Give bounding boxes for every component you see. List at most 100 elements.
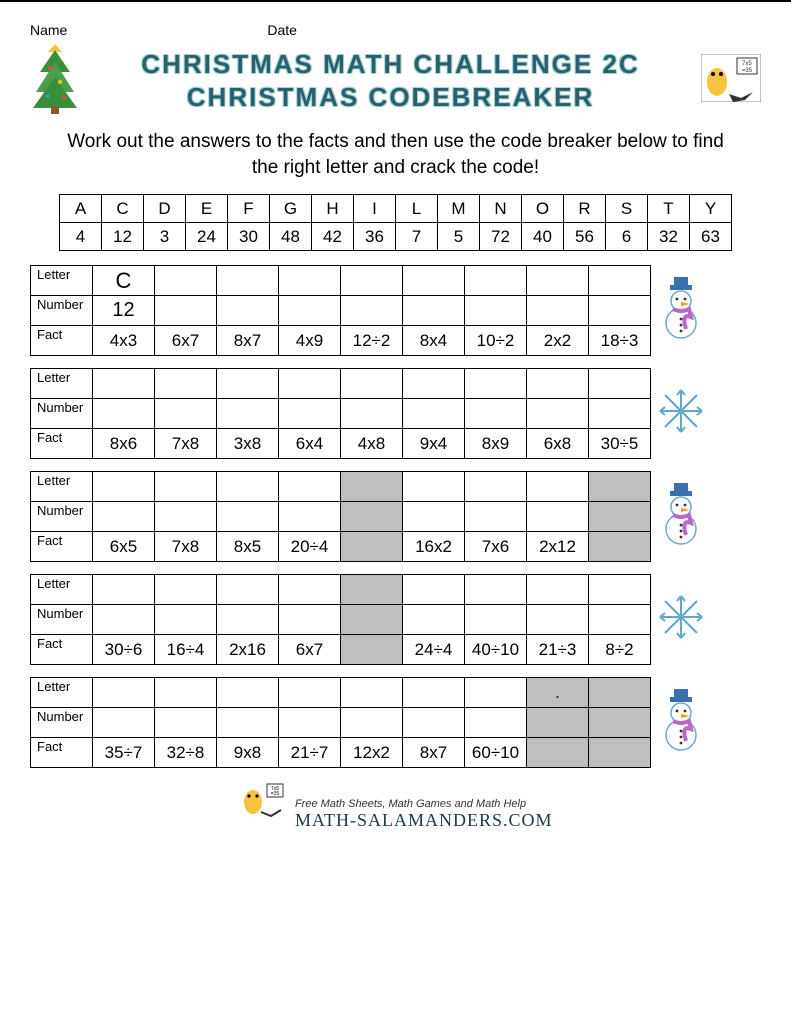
- header-line: Name Date: [30, 22, 761, 38]
- instructions-text: Work out the answers to the facts and th…: [60, 129, 731, 180]
- letter-row-cell: [93, 472, 155, 502]
- row-label: Number: [31, 399, 93, 429]
- code-number-cell: 6: [606, 223, 648, 251]
- code-number-cell: 56: [564, 223, 606, 251]
- row-label: Fact: [31, 635, 93, 665]
- number-row-cell: [279, 605, 341, 635]
- fact-row-cell: 9x4: [403, 429, 465, 459]
- row-label: Fact: [31, 429, 93, 459]
- fact-row-cell: 60÷10: [465, 738, 527, 768]
- number-row-cell: [465, 708, 527, 738]
- code-numbers-row: 412324304842367572405663263: [60, 223, 732, 251]
- snowman-icon: [651, 481, 711, 552]
- snowman-icon: [651, 275, 711, 346]
- letter-row-cell: [527, 369, 589, 399]
- letter-row-cell: [279, 472, 341, 502]
- fact-row-cell: 8x7: [217, 326, 279, 356]
- code-letter-cell: M: [438, 195, 480, 223]
- code-letter-cell: O: [522, 195, 564, 223]
- work-table: Letter.NumberFact35÷732÷89x821÷712x28x76…: [30, 677, 651, 768]
- svg-text:=35: =35: [270, 791, 279, 797]
- letter-row-cell: [403, 266, 465, 296]
- letter-row-cell: [465, 575, 527, 605]
- letter-row-cell: [93, 575, 155, 605]
- letter-row: Letter: [31, 369, 651, 399]
- work-block: LetterNumberFact6x57x88x520÷416x27x62x12: [30, 471, 761, 562]
- code-letter-cell: Y: [690, 195, 732, 223]
- number-row-cell: [589, 296, 651, 326]
- fact-row-cell: 6x4: [279, 429, 341, 459]
- fact-row-cell: [589, 532, 651, 562]
- work-block: LetterCNumber12Fact4x36x78x74x912÷28x410…: [30, 265, 761, 356]
- number-row-cell: [217, 502, 279, 532]
- letter-row-cell: .: [527, 678, 589, 708]
- letter-row-cell: [279, 575, 341, 605]
- letter-row-cell: [155, 472, 217, 502]
- letter-row: Letter: [31, 472, 651, 502]
- number-row-cell: [279, 708, 341, 738]
- letter-row-cell: [527, 472, 589, 502]
- number-row-cell: [279, 502, 341, 532]
- fact-row-cell: 2x2: [527, 326, 589, 356]
- letter-row-cell: C: [93, 266, 155, 296]
- fact-row-cell: 8x9: [465, 429, 527, 459]
- number-row-cell: [341, 605, 403, 635]
- number-row-cell: [403, 399, 465, 429]
- salamander-logo-icon: 7x5 =35: [701, 54, 761, 107]
- number-row-cell: [93, 708, 155, 738]
- code-number-cell: 32: [648, 223, 690, 251]
- letter-row-cell: [403, 575, 465, 605]
- row-label: Number: [31, 708, 93, 738]
- fact-row: Fact6x57x88x520÷416x27x62x12: [31, 532, 651, 562]
- fact-row: Fact8x67x83x86x44x89x48x96x830÷5: [31, 429, 651, 459]
- code-letter-cell: G: [270, 195, 312, 223]
- fact-row-cell: 8x5: [217, 532, 279, 562]
- letter-row-cell: [217, 575, 279, 605]
- worksheet-page: Name Date CHRISTMAS MATH CHALLENGE 2C CH…: [0, 0, 791, 846]
- work-blocks-container: LetterCNumber12Fact4x36x78x74x912÷28x410…: [30, 265, 761, 768]
- letter-row-cell: [93, 369, 155, 399]
- letter-row-cell: [217, 678, 279, 708]
- fact-row-cell: 10÷2: [465, 326, 527, 356]
- number-row-cell: [403, 502, 465, 532]
- code-letter-cell: A: [60, 195, 102, 223]
- code-number-cell: 36: [354, 223, 396, 251]
- letter-row-cell: [465, 678, 527, 708]
- number-row-cell: [589, 708, 651, 738]
- code-letter-cell: S: [606, 195, 648, 223]
- code-number-cell: 4: [60, 223, 102, 251]
- number-row-cell: [155, 399, 217, 429]
- letter-row: Letter.: [31, 678, 651, 708]
- letter-row-cell: [155, 575, 217, 605]
- code-number-cell: 40: [522, 223, 564, 251]
- fact-row-cell: 24÷4: [403, 635, 465, 665]
- fact-row-cell: 3x8: [217, 429, 279, 459]
- fact-row-cell: 40÷10: [465, 635, 527, 665]
- number-row-cell: [217, 399, 279, 429]
- snowman-icon: [651, 687, 711, 758]
- code-letter-cell: I: [354, 195, 396, 223]
- number-row-cell: [93, 605, 155, 635]
- number-row-cell: 12: [93, 296, 155, 326]
- fact-row-cell: [527, 738, 589, 768]
- code-letter-cell: N: [480, 195, 522, 223]
- number-row-cell: [217, 296, 279, 326]
- fact-row-cell: 6x7: [155, 326, 217, 356]
- letter-row-cell: [217, 369, 279, 399]
- snowflake-icon: [651, 386, 711, 441]
- letter-row-cell: [589, 266, 651, 296]
- fact-row-cell: 30÷5: [589, 429, 651, 459]
- fact-row-cell: 2x16: [217, 635, 279, 665]
- code-number-cell: 3: [144, 223, 186, 251]
- letter-row-cell: [155, 266, 217, 296]
- name-label: Name: [30, 22, 67, 38]
- number-row-cell: [279, 296, 341, 326]
- number-row-cell: [217, 605, 279, 635]
- number-row-cell: [527, 708, 589, 738]
- title-block: CHRISTMAS MATH CHALLENGE 2C CHRISTMAS CO…: [90, 47, 691, 115]
- letter-row-cell: [589, 575, 651, 605]
- fact-row-cell: 8x7: [403, 738, 465, 768]
- letter-row-cell: [279, 266, 341, 296]
- letter-row-cell: [403, 369, 465, 399]
- work-block: LetterNumberFact30÷616÷42x166x724÷440÷10…: [30, 574, 761, 665]
